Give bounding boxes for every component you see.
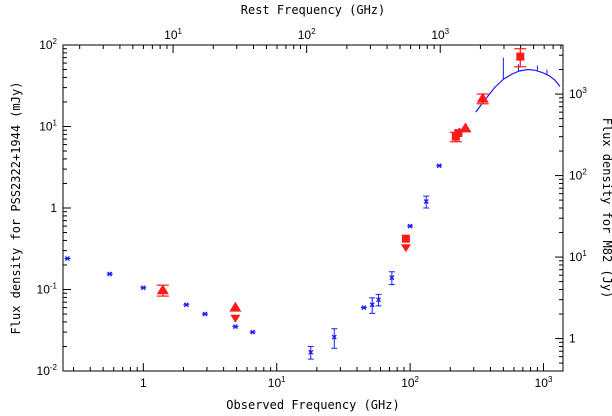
tick-base: 10 <box>37 283 51 297</box>
pss-square-point <box>454 129 463 138</box>
m82-point <box>331 334 337 340</box>
tick-base: 10 <box>37 364 51 378</box>
x-tick-label: 1 <box>140 376 147 390</box>
tick-exponent: 1 <box>281 375 286 384</box>
pss-triangle-point <box>229 301 242 312</box>
m82-point <box>423 199 429 205</box>
top-tick-label: 103 <box>431 27 449 42</box>
pss-triangle-point <box>476 92 489 103</box>
tick-exponent: -1 <box>50 282 58 291</box>
pss-upper-limit-arrow <box>400 244 411 253</box>
right-tick-label: 1 <box>569 332 576 346</box>
pss-triangle-point <box>459 122 472 133</box>
top-tick-label: 102 <box>298 27 316 42</box>
right-tick-label: 101 <box>569 249 587 264</box>
tick-exponent: 1 <box>582 249 587 258</box>
m82-sed-curve <box>475 68 561 113</box>
pss-triangle-point <box>156 284 169 295</box>
tick-base: 10 <box>298 28 312 42</box>
tick-base: 10 <box>431 28 445 42</box>
axis-ticks <box>63 44 563 372</box>
tick-base: 10 <box>164 28 178 42</box>
m82-point <box>376 297 382 303</box>
tick-exponent: -2 <box>50 363 58 372</box>
x-tick-label: 102 <box>401 375 419 390</box>
pss-square-point <box>401 234 410 243</box>
tick-exponent: 3 <box>548 375 553 384</box>
x-axis-title: Observed Frequency (GHz) <box>226 398 399 412</box>
tick-exponent: 2 <box>415 375 420 384</box>
m82-point <box>183 302 189 308</box>
pss-square-point <box>516 52 525 61</box>
right-tick-label: 103 <box>569 86 587 101</box>
m82-point <box>140 285 146 291</box>
y-axis-title: Flux density for PSS2322+1944 (mJy) <box>9 82 23 335</box>
x-tick-label: 103 <box>535 375 553 390</box>
tick-base: 10 <box>39 120 53 134</box>
tick-exponent: 2 <box>311 27 316 36</box>
tick-exponent: 1 <box>53 119 58 128</box>
tick-base: 10 <box>569 250 583 264</box>
tick-base: 10 <box>39 38 53 52</box>
right-tick-label: 102 <box>569 168 587 183</box>
tick-exponent: 1 <box>178 27 183 36</box>
tick-base: 10 <box>401 376 415 390</box>
m82-point <box>308 349 314 355</box>
y-tick-label: 10-2 <box>37 363 58 378</box>
top-axis-title: Rest Frequency (GHz) <box>241 3 386 17</box>
tick-exponent: 2 <box>53 37 58 46</box>
tick-exponent: 3 <box>582 86 587 95</box>
y-tick-label: 10-1 <box>37 282 58 297</box>
m82-point <box>436 163 442 169</box>
m82-point <box>202 311 208 317</box>
m82-point <box>64 256 70 262</box>
tick-exponent: 2 <box>582 168 587 177</box>
m82-point <box>107 271 113 277</box>
m82-point <box>232 324 238 330</box>
top-tick-label: 101 <box>164 27 182 42</box>
m82-point <box>407 223 413 229</box>
pss-upper-limit-arrow <box>230 314 241 323</box>
m82-point <box>361 305 367 311</box>
tick-base: 10 <box>569 169 583 183</box>
tick-base: 10 <box>535 376 549 390</box>
m82-point <box>389 275 395 281</box>
y-tick-label: 102 <box>39 37 57 52</box>
m82-point <box>369 302 375 308</box>
y-tick-label: 101 <box>39 119 57 134</box>
m82-point <box>250 329 256 335</box>
tick-base: 10 <box>268 376 282 390</box>
data-marks <box>64 48 561 360</box>
x-tick-label: 101 <box>268 375 286 390</box>
tick-exponent: 3 <box>445 27 450 36</box>
tick-base: 10 <box>569 87 583 101</box>
y-tick-label: 1 <box>50 201 57 215</box>
right-axis-title: Flux density for M82 (Jy) <box>600 118 612 299</box>
